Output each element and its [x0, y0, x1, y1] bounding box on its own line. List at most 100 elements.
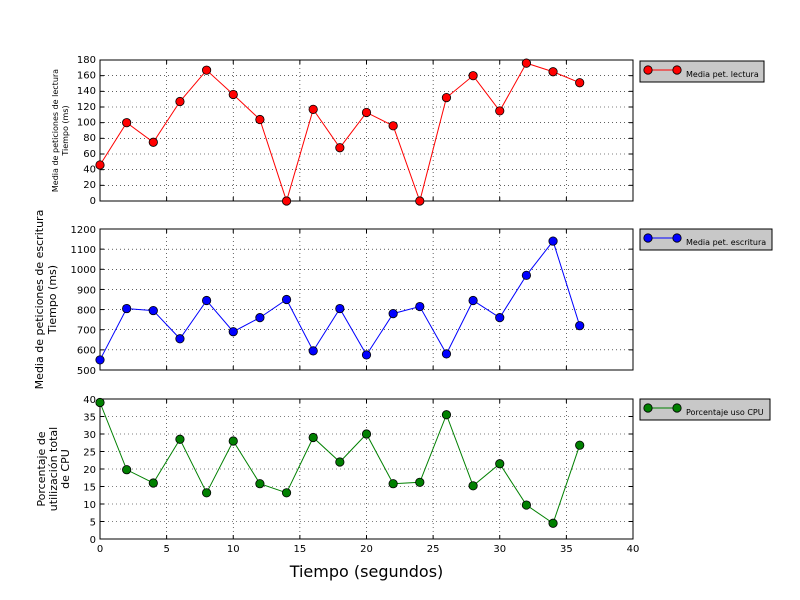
data-point [175, 96, 185, 107]
y-tick-label: 10 [83, 500, 96, 511]
y-tick-label: 25 [83, 447, 96, 458]
data-point [228, 327, 238, 337]
x-tick-label: 10 [227, 544, 240, 555]
y-axis-label: Media de peticiones de lectura [51, 69, 60, 192]
legend: Media pet. lectura [639, 60, 765, 83]
data-point [575, 78, 585, 88]
legend-marker [672, 233, 682, 243]
x-tick-label: 40 [627, 544, 640, 555]
data-point [95, 355, 105, 365]
y-axis-label: Tiempo (ms) [46, 265, 59, 335]
y-tick-label: 500 [77, 366, 96, 377]
y-tick-label: 1200 [71, 225, 96, 236]
data-point [388, 479, 398, 489]
legend-marker [643, 403, 653, 413]
data-point [441, 410, 452, 420]
y-tick-label: 140 [77, 86, 96, 97]
data-point [415, 477, 425, 487]
data-point [575, 440, 585, 450]
y-tick-label: 40 [83, 164, 96, 175]
y-axis-label: utilización total [47, 427, 60, 511]
data-point [228, 436, 238, 446]
y-tick-label: 160 [77, 70, 96, 81]
data-point [361, 429, 372, 439]
data-point [281, 294, 292, 305]
y-axis-label: de CPU [59, 449, 72, 489]
data-point [202, 295, 212, 306]
y-tick-label: 100 [77, 117, 96, 128]
data-point [308, 346, 318, 356]
data-point [122, 118, 132, 128]
x-tick-label: 30 [493, 544, 506, 555]
data-point [521, 500, 532, 510]
legend-marker [672, 403, 682, 413]
legend-box [639, 228, 773, 251]
chart-panel-3: 0 5 10 15 20 25 30 35 40 0 5 10 15 20 25 30 35 40 Porcenta… [35, 395, 771, 581]
x-axis-label: Tiempo (segundos) [289, 562, 444, 581]
data-point [308, 432, 318, 443]
legend-label: Media pet. escritura [686, 238, 766, 247]
data-point [521, 58, 532, 68]
legend: Porcentaje uso CPU [639, 398, 771, 421]
data-point [175, 434, 185, 444]
legend-marker [643, 65, 653, 75]
y-tick-label: 180 [77, 55, 96, 66]
data-point [495, 459, 505, 469]
data-point [388, 308, 398, 319]
data-point [361, 107, 372, 118]
chart-panel-2: 500 600 700 800 900 1000 1100 1200 Media de peti… [33, 210, 773, 390]
y-tick-label: 60 [83, 149, 96, 160]
y-tick-label: 1100 [71, 245, 96, 256]
y-axis-label: Porcentaje de [35, 431, 48, 506]
data-point [415, 301, 425, 312]
x-tick-label: 5 [163, 544, 169, 555]
y-tick-label: 30 [83, 430, 96, 441]
y-axis-label: Media de peticiones de escritura [33, 210, 46, 390]
x-tick-label: 35 [560, 544, 573, 555]
data-point [441, 349, 452, 359]
data-point [95, 160, 105, 170]
legend-marker [672, 65, 682, 75]
x-tick-label: 15 [294, 544, 307, 555]
data-point [202, 488, 212, 498]
x-tick-label: 25 [427, 544, 440, 555]
y-tick-label: 35 [83, 412, 96, 423]
data-point [148, 478, 158, 488]
data-point [548, 236, 558, 246]
data-point [228, 89, 238, 100]
data-point [281, 488, 292, 498]
data-point [495, 106, 505, 116]
data-point [281, 196, 292, 206]
y-tick-label: 1000 [71, 265, 96, 276]
y-tick-label: 0 [90, 196, 96, 207]
y-tick-label: 120 [77, 102, 96, 113]
chart-panel-1: 0 20 40 60 80 100 120 140 160 180 Media de peticio… [51, 55, 765, 207]
data-point [441, 93, 452, 103]
data-point [548, 518, 558, 528]
data-point [335, 457, 345, 467]
data-point [255, 313, 265, 323]
data-point [122, 465, 132, 475]
data-point [468, 295, 478, 306]
y-tick-label: 15 [83, 482, 96, 493]
data-point [575, 321, 585, 331]
data-point [468, 71, 478, 81]
data-point [308, 104, 318, 114]
y-axis-label: Tiempo (ms) [61, 105, 70, 156]
data-point [122, 303, 132, 314]
legend-box [639, 398, 771, 421]
y-tick-label: 800 [77, 305, 96, 316]
legend-marker [643, 233, 653, 243]
x-tick-label: 0 [97, 544, 103, 555]
legend: Media pet. escritura [639, 228, 773, 251]
data-point [548, 67, 558, 77]
data-point [335, 143, 345, 153]
data-point [335, 303, 345, 314]
x-tick-label: 20 [360, 544, 373, 555]
y-tick-label: 700 [77, 326, 96, 337]
y-tick-label: 20 [83, 465, 96, 476]
y-tick-label: 5 [90, 517, 96, 528]
y-tick-label: 900 [77, 285, 96, 296]
data-point [521, 270, 532, 280]
